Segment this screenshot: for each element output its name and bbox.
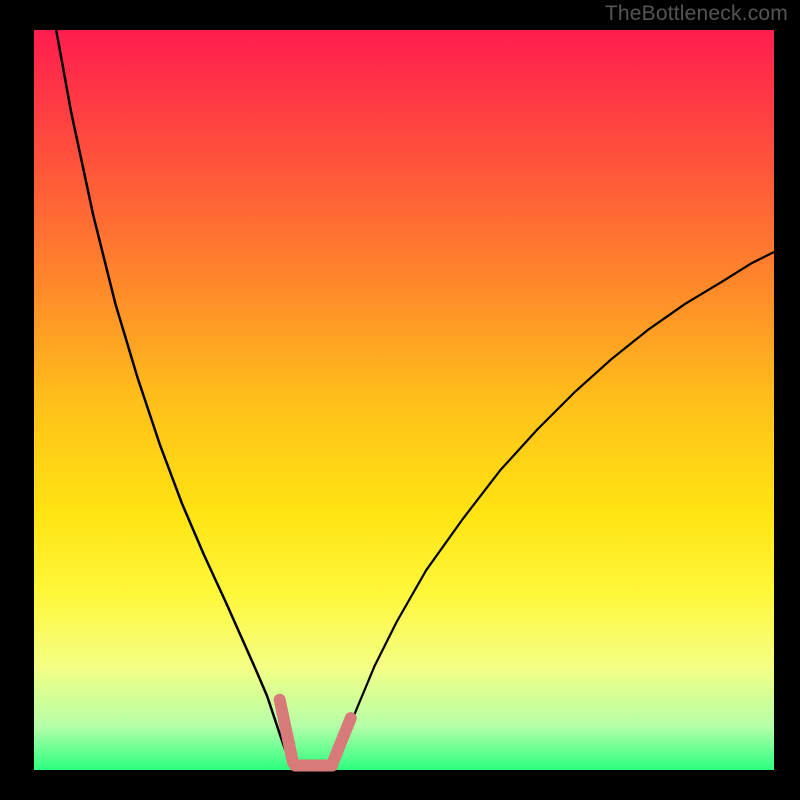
chart-overlay-svg (0, 0, 800, 800)
curve-left (56, 30, 300, 770)
chart-container: TheBottleneck.com (0, 0, 800, 800)
valley-marker-0 (280, 700, 293, 763)
curve-right (330, 252, 774, 770)
valley-marker-2 (332, 718, 351, 764)
watermark-text: TheBottleneck.com (605, 2, 788, 26)
